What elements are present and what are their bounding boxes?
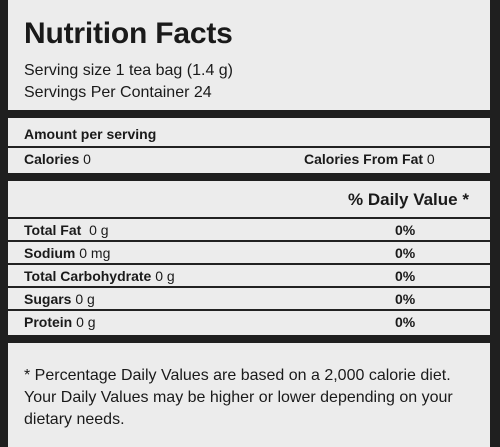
servings-per-container: Servings Per Container 24 xyxy=(24,84,212,101)
label-header-panel: Nutrition Facts Serving size 1 tea bag (… xyxy=(8,0,490,110)
daily-value-header: % Daily Value * xyxy=(348,190,469,209)
nutrient-name: Total Fat xyxy=(24,222,82,238)
nutrient-row: Total Fat 0 g 0% xyxy=(8,217,490,242)
nutrient-dv: 0% xyxy=(395,314,416,330)
footnote-panel: * Percentage Daily Values are based on a… xyxy=(8,343,490,447)
nutrient-amount: 0 g xyxy=(151,268,175,284)
nutrient-dv: 0% xyxy=(395,268,416,284)
nutrient-amount: 0 g xyxy=(71,291,95,307)
nutrient-amount: 0 g xyxy=(81,222,109,238)
amount-per-serving-row: Amount per serving xyxy=(8,122,490,148)
nutrient-row: Sugars 0 g 0% xyxy=(8,286,490,311)
nutrient-dv: 0% xyxy=(395,245,416,261)
calories-value: 0 xyxy=(79,151,91,167)
nutrient-row: Sodium 0 mg 0% xyxy=(8,240,490,265)
footnote: * Percentage Daily Values are based on a… xyxy=(24,367,453,428)
serving-size: Serving size 1 tea bag (1.4 g) xyxy=(24,62,234,79)
calories-from-fat: Calories From Fat 0 xyxy=(304,151,435,167)
nutrient-name: Sugars xyxy=(24,291,72,307)
nutrient-name: Total Carbohydrate xyxy=(24,268,152,284)
calories: Calories 0 xyxy=(24,151,91,167)
calories-label: Calories xyxy=(24,151,80,167)
nutrient-row: Total Carbohydrate 0 g 0% xyxy=(8,263,490,288)
calories-fat-value: 0 xyxy=(423,151,435,167)
label-title: Nutrition Facts xyxy=(24,17,233,50)
nutrient-dv: 0% xyxy=(395,291,416,307)
calories-row: Calories 0 Calories From Fat 0 xyxy=(8,148,490,172)
amount-per-serving: Amount per serving xyxy=(24,126,157,142)
calories-fat-label: Calories From Fat xyxy=(304,151,424,167)
nutrient-amount: 0 mg xyxy=(75,245,111,261)
nutrient-name: Protein xyxy=(24,314,73,330)
nutrient-dv: 0% xyxy=(395,222,416,238)
amount-panel: Amount per serving Calories 0 Calories F… xyxy=(8,118,490,173)
nutrient-row: Protein 0 g 0% xyxy=(8,309,490,334)
nutrient-name: Sodium xyxy=(24,245,76,261)
nutrient-amount: 0 g xyxy=(72,314,96,330)
daily-value-panel: % Daily Value * Total Fat 0 g 0% Sodium … xyxy=(8,181,490,335)
